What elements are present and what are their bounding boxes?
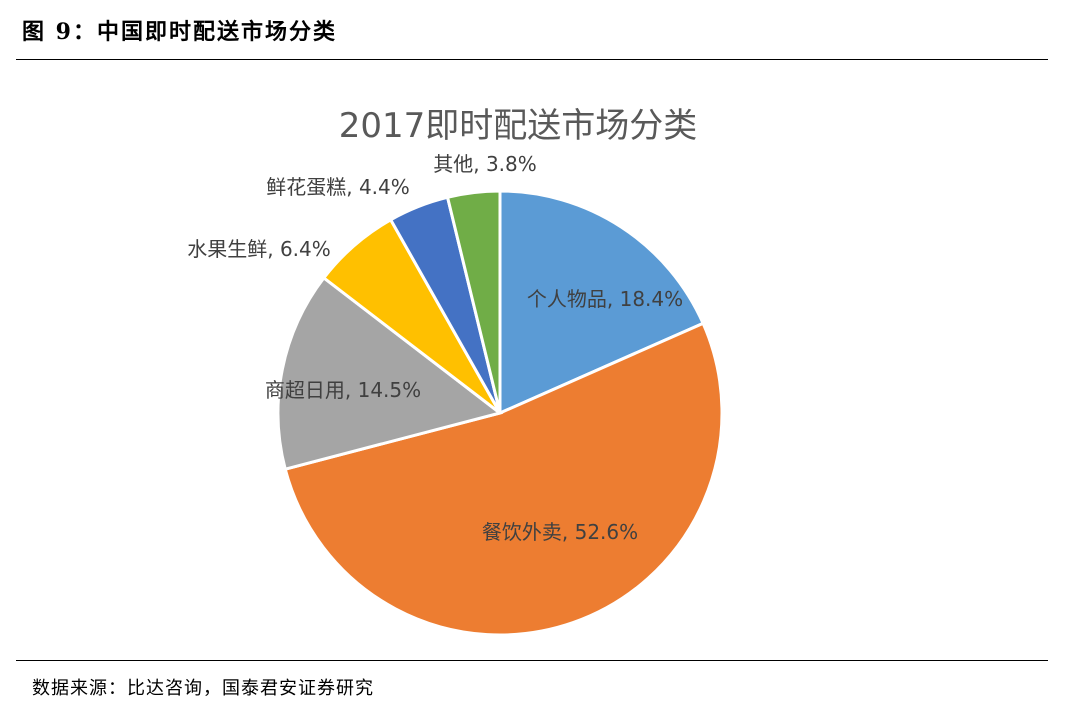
slice-label: 商超日用, 14.5% xyxy=(265,378,421,402)
top-divider xyxy=(16,59,1048,60)
pie-labels: 个人物品, 18.4% 餐饮外卖, 52.6% 商超日用, 14.5% 水果生鲜, 6… xyxy=(187,152,683,544)
figure-caption: 图 9：中国即时配送市场分类 xyxy=(22,19,337,45)
slice-label: 个人物品, 18.4% xyxy=(527,287,683,311)
pie-slice xyxy=(276,275,504,472)
slice-label: 餐饮外卖, 52.6% xyxy=(482,520,638,544)
chart-title: 2017即时配送市场分类 xyxy=(339,106,698,146)
pie-slice xyxy=(498,189,706,416)
pie-slices xyxy=(276,189,724,637)
slice-label: 水果生鲜, 6.4% xyxy=(187,237,331,261)
bottom-divider xyxy=(16,660,1048,661)
pie-slice xyxy=(283,321,724,637)
slice-label: 鲜花蛋糕, 4.4% xyxy=(266,175,410,199)
pie-slice xyxy=(445,189,502,414)
slice-label: 其他, 3.8% xyxy=(433,152,537,176)
source-note: 数据来源：比达咨询，国泰君安证券研究 xyxy=(32,678,374,699)
